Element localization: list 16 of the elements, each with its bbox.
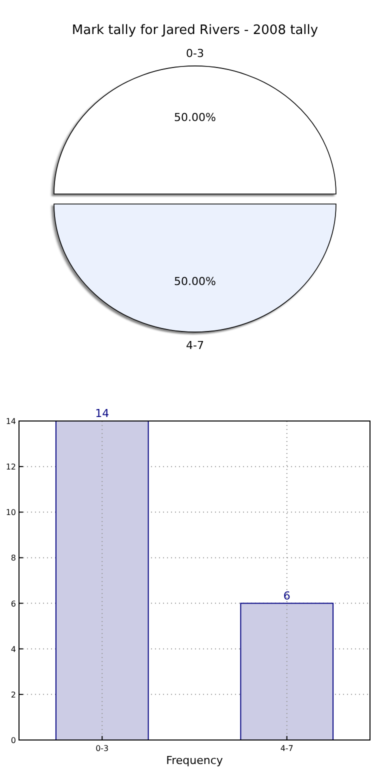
- y-tick-label: 12: [6, 462, 16, 472]
- y-tick-label: 4: [10, 644, 16, 654]
- y-tick-label: 0: [10, 736, 16, 745]
- y-tick-label: 14: [6, 417, 16, 426]
- y-tick-label: 2: [10, 690, 16, 700]
- y-tick-label: 6: [10, 599, 16, 608]
- data-label: 50.00%: [174, 274, 216, 288]
- y-tick-label: 8: [10, 554, 16, 563]
- slice-label: 4-7: [186, 338, 204, 352]
- data-label: 14: [95, 407, 110, 420]
- slice-label: 0-3: [186, 47, 204, 60]
- y-tick-label: 10: [6, 508, 16, 518]
- data-label: 50.00%: [174, 111, 216, 124]
- data-label: 6: [283, 589, 290, 602]
- chart-title: Mark tally for Jared Rivers - 2008 tally: [72, 23, 318, 38]
- x-axis-title: Frequency: [166, 754, 224, 767]
